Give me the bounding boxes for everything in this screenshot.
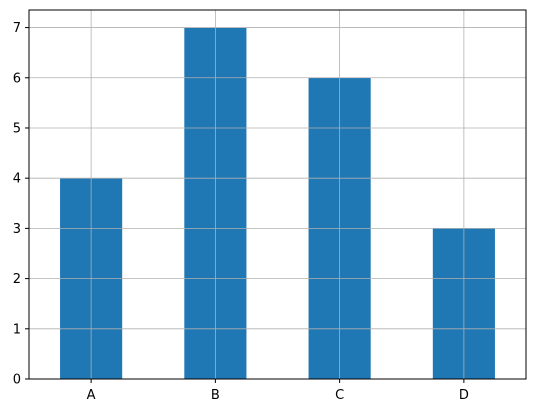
y-tick-label: 2 xyxy=(13,272,21,287)
y-tick-label: 3 xyxy=(13,222,21,237)
y-tick-label: 6 xyxy=(13,71,21,86)
y-tick-label: 5 xyxy=(13,121,21,136)
x-tick-label: A xyxy=(87,388,96,403)
axes-frame xyxy=(28,9,527,380)
y-tick-label: 4 xyxy=(13,172,21,187)
x-tick-label: D xyxy=(459,388,469,403)
y-tick-label: 7 xyxy=(13,21,21,36)
x-tick-label: C xyxy=(335,388,344,403)
x-tick-label: B xyxy=(211,388,220,403)
y-tick-label: 0 xyxy=(13,373,21,388)
y-tick-label: 1 xyxy=(13,322,21,337)
plot-area: 0 1 2 3 4 5 6 7 A B C D xyxy=(13,9,527,403)
